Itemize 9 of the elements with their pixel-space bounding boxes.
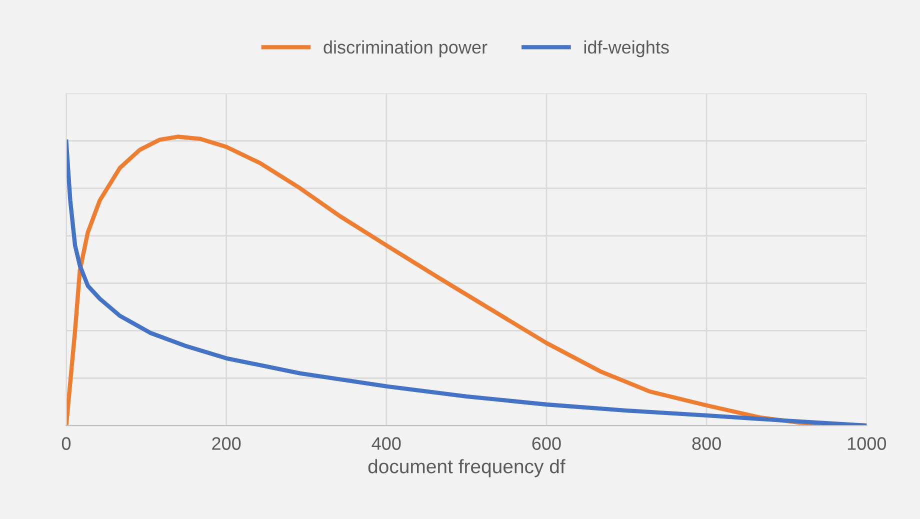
x-tick-label: 400 — [372, 437, 401, 450]
x-tick-label: 800 — [692, 437, 721, 450]
x-tick-label: 600 — [532, 437, 561, 450]
x-tick-label: 0 — [62, 437, 71, 450]
legend-label: idf-weights — [584, 40, 669, 58]
x-tick-label: 200 — [212, 437, 241, 450]
x-axis-title: document frequency df — [368, 459, 566, 478]
x-tick-label: 1000 — [848, 437, 886, 450]
legend-label: discrimination power — [324, 40, 488, 58]
